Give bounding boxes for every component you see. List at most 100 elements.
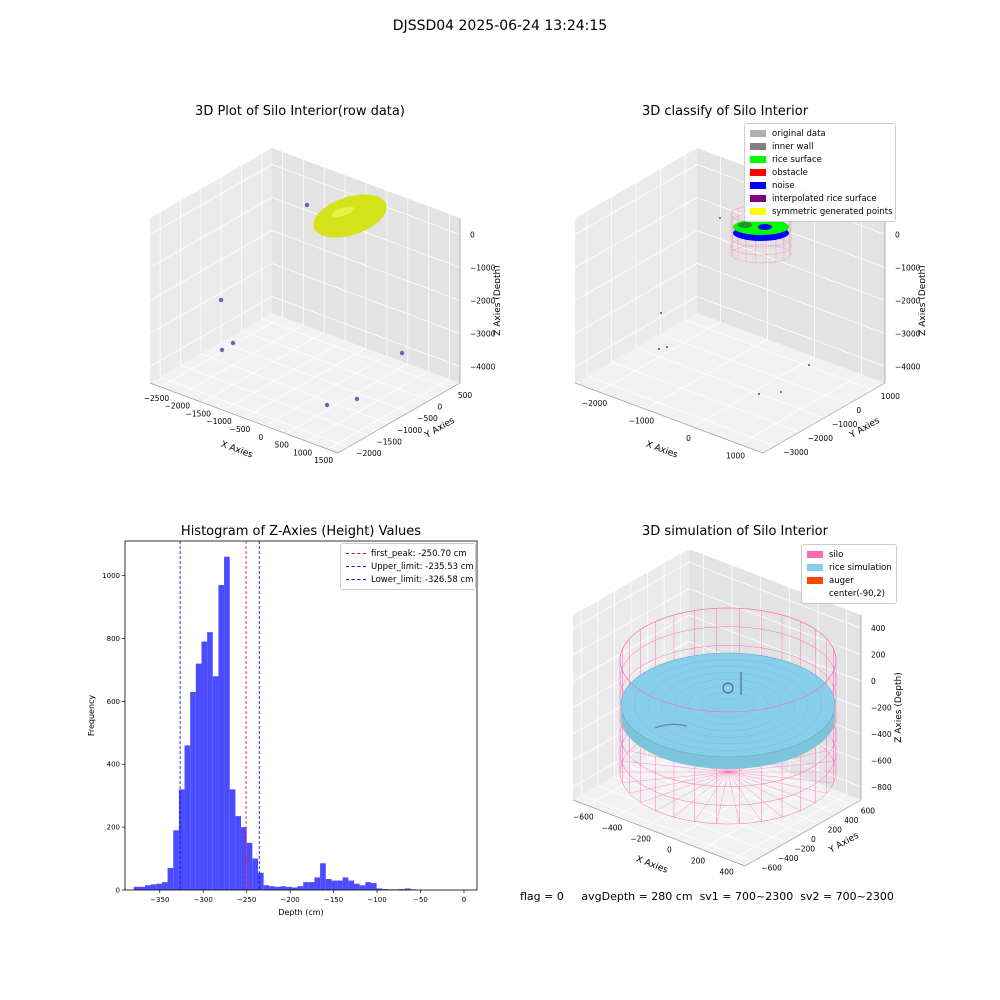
y-tick-label: −2000 [808, 434, 834, 443]
legend-line [346, 579, 366, 580]
noise-point [808, 364, 810, 366]
x-axis-line [572, 799, 746, 867]
silo-floor-spoke [655, 771, 729, 811]
raw-3d-plot: −2500−2000−1500−1000−5000500100015005000… [144, 148, 500, 465]
histogram-bar [399, 889, 405, 890]
x-tick-label: 200 [691, 857, 706, 866]
figure-title: DJSSD04 2025-06-24 13:24:15 [392, 18, 608, 34]
legend-entry: noise [750, 179, 890, 192]
x-tick-label: 0 [462, 896, 466, 904]
z-tick-label: −2000 [470, 297, 496, 306]
x-tick-label: −350 [150, 896, 169, 904]
histogram-bar [274, 886, 281, 890]
y-tick-label: −600 [761, 863, 782, 872]
legend-label: rice surface [772, 154, 822, 165]
z-axis-label: Z Axies (Depth) [918, 265, 925, 336]
y-tick-label: 200 [828, 826, 843, 835]
histogram-bar [325, 879, 332, 890]
histogram-bar [173, 830, 179, 890]
z-tick-label: 400 [871, 624, 886, 633]
x-gridline [327, 214, 451, 450]
z-gridline [149, 296, 461, 367]
histogram-bar [246, 842, 253, 890]
histogram-bar [161, 882, 168, 890]
y-axis-label: Frequency [87, 695, 96, 737]
y-tick-label: 600 [107, 698, 120, 706]
y-tick-label: 400 [844, 816, 859, 825]
silo-floor-spoke [640, 771, 729, 803]
legend-label: original data [772, 128, 826, 139]
x-tick-label: −150 [324, 896, 343, 904]
y-tick-label: −1500 [377, 438, 403, 447]
classify-legend: original data inner wall rice surface obsta… [744, 123, 896, 222]
surface-mesh-ring [687, 685, 769, 725]
y-gridline [684, 319, 873, 391]
y-tick-label: 0 [856, 406, 861, 415]
y-tick-label: −2000 [356, 449, 382, 458]
z-axis-label: Z Axies (Depth) [493, 265, 500, 336]
x-axis-line [149, 382, 339, 454]
legend-swatch [807, 564, 823, 571]
silo-floor-spoke [622, 771, 729, 783]
histogram-bar [212, 676, 219, 890]
sv1-value: sv1 = 700~2300 [699, 890, 794, 903]
avg-depth-value: avgDepth = 280 cm [581, 890, 693, 903]
legend-label: auger [829, 575, 854, 586]
silo-floor-spoke [727, 761, 834, 773]
status-line: flag = 0 avgDepth = 280 cm sv1 = 700~230… [520, 890, 894, 903]
outlier-point [230, 340, 236, 346]
histogram-bar [337, 880, 343, 890]
y-gridline [647, 757, 820, 824]
x-axis-line [574, 382, 764, 454]
legend-entry: Lower_limit: -326.58 cm [346, 573, 473, 586]
silo-floor-spoke [694, 771, 729, 822]
x-tick-label: 1000 [726, 451, 745, 460]
y-tick-label: −200 [794, 844, 815, 853]
histogram-bar [133, 886, 140, 890]
legend-entry: original data [750, 127, 890, 140]
silo-wireframe-ring [730, 244, 792, 264]
surface-mesh-ring [674, 678, 782, 732]
x-gridline [701, 598, 819, 850]
y-tick-label: 1000 [102, 572, 120, 580]
surface-mesh-ring [634, 659, 822, 751]
legend-swatch [807, 590, 823, 597]
histogram-bar [263, 885, 270, 890]
histogram-bar [297, 886, 304, 890]
x-tick-label: 400 [720, 868, 735, 877]
y-gridline [180, 365, 369, 436]
legend-label: rice simulation [829, 562, 892, 573]
silo-floor-spoke [727, 771, 801, 811]
outlier-point [324, 402, 330, 408]
y-gridline [660, 333, 849, 405]
y-tick-label: −500 [417, 414, 438, 423]
legend-swatch [750, 156, 766, 163]
x-tick-label: 0 [686, 434, 691, 443]
histogram-bar [150, 884, 157, 890]
x-tick-label: −1000 [206, 417, 232, 426]
z-gridline [149, 164, 461, 235]
x-tick-label: −600 [573, 813, 594, 822]
legend-entry: center(-90,2) [807, 587, 891, 600]
z-tick-label: −4000 [470, 363, 496, 372]
z-gridline [574, 197, 886, 268]
histogram-bar [139, 886, 145, 890]
silo-floor-spoke [716, 771, 729, 824]
silo-floor-spoke [727, 771, 783, 818]
legend-label: symmetric generated points [772, 206, 893, 217]
z-tick-label: −1000 [470, 264, 496, 273]
z-tick-label: −600 [871, 756, 892, 765]
histogram-bar [252, 858, 258, 890]
histogram-bar [201, 641, 208, 890]
y-gridline [200, 353, 389, 425]
z-tick-label: −1000 [895, 264, 921, 273]
flag-value: flag = 0 [520, 890, 564, 903]
outlier-point [304, 202, 310, 208]
legend-entry: interpolated rice surface [750, 192, 890, 205]
z-tick-label: 200 [871, 651, 886, 660]
simulation-legend: silo rice simulation auger center(-90,2) [801, 544, 897, 604]
x-tick-label: −200 [630, 835, 651, 844]
y-tick-label: −400 [778, 854, 799, 863]
y-tick-label: 0 [116, 887, 120, 895]
x-gridline [285, 198, 409, 434]
